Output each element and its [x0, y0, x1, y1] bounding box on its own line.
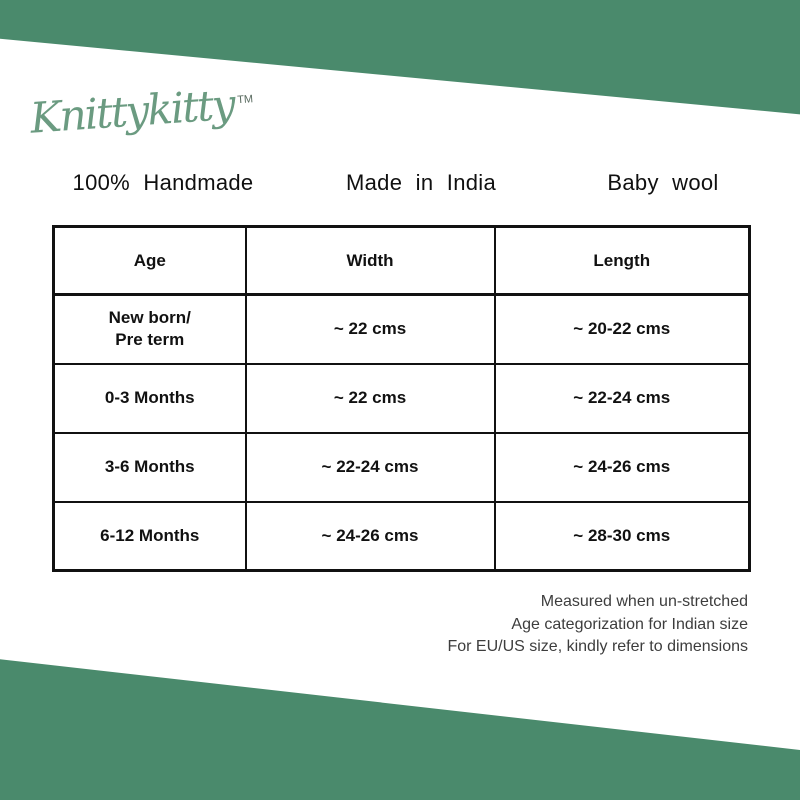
cell-length-newborn: ~ 20-22 cms — [493, 293, 751, 365]
cell-age-newborn: New born/ Pre term — [52, 293, 247, 365]
table-row: 6-12 Months ~ 24-26 cms ~ 28-30 cms — [52, 500, 751, 572]
note-line: For EU/US size, kindly refer to dimensio… — [447, 638, 748, 655]
trademark-symbol: TM — [236, 93, 254, 107]
cell-width-newborn: ~ 22 cms — [244, 293, 496, 365]
brand-logo: Knittykitty TM — [28, 78, 255, 143]
cell-age-6-12: 6-12 Months — [52, 500, 247, 572]
header-age: Age — [52, 225, 247, 296]
header-width: Width — [244, 225, 496, 296]
cell-width-3-6: ~ 22-24 cms — [244, 431, 496, 503]
header-length: Length — [493, 225, 751, 296]
cell-width-6-12: ~ 24-26 cms — [244, 500, 496, 572]
cell-age-3-6: 3-6 Months — [52, 431, 247, 503]
feature-label-baby-wool: Baby wool — [607, 170, 719, 195]
note-line: Measured when un-stretched — [540, 593, 748, 610]
cell-age-0-3: 0-3 Months — [52, 362, 247, 434]
note-line: Age categorization for Indian size — [511, 615, 748, 633]
table-row: 3-6 Months ~ 22-24 cms ~ 24-26 cms — [52, 431, 751, 503]
cell-width-0-3: ~ 22 cms — [244, 362, 496, 434]
table-row: New born/ Pre term ~ 22 cms ~ 20-22 cms — [52, 293, 751, 365]
cell-length-3-6: ~ 24-26 cms — [493, 431, 751, 503]
table-row: 0-3 Months ~ 22 cms ~ 22-24 cms — [52, 362, 751, 434]
brand-logo-text: Knittykitty — [28, 79, 236, 143]
cell-length-6-12: ~ 28-30 cms — [493, 500, 751, 572]
cell-length-0-3: ~ 22-24 cms — [493, 362, 751, 434]
measurement-notes: Measured when un-stretched Age categoriz… — [447, 591, 748, 659]
feature-label-made-in-india: Made in India — [346, 170, 496, 195]
size-table: Age Width Length New born/ Pre term ~ 22… — [52, 225, 751, 572]
feature-label-handmade: 100% Handmade — [72, 170, 254, 195]
size-table-header-row: Age Width Length — [52, 225, 751, 296]
